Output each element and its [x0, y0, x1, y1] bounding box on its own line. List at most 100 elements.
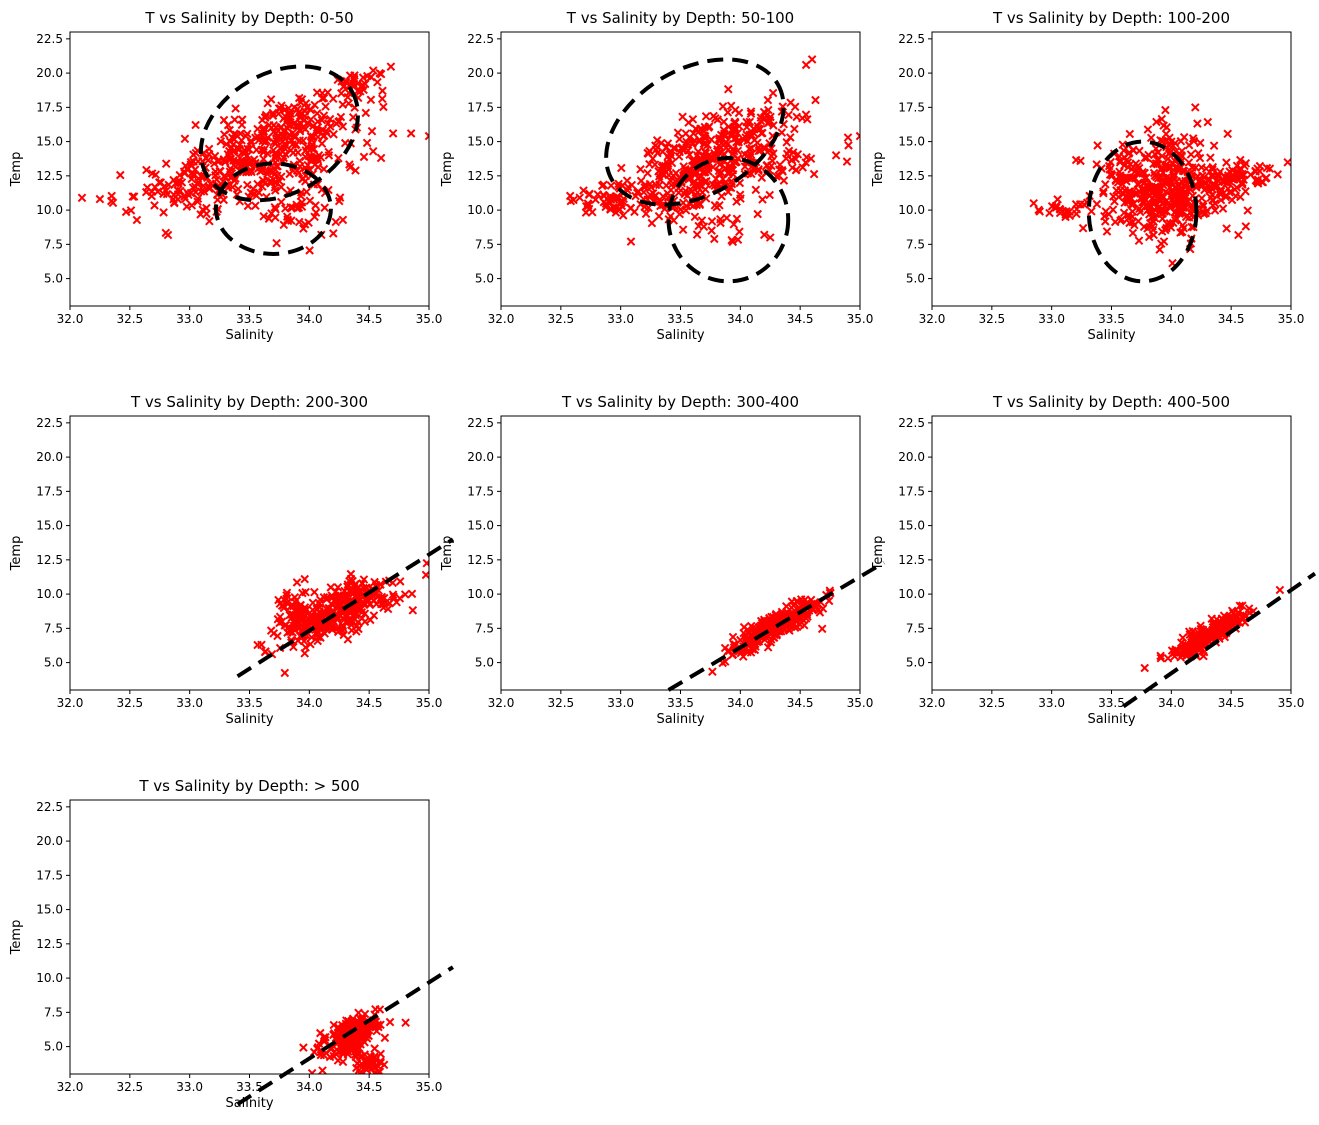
subplot-6: 32.0 32.5 33.0 33.5 34.0 34.5 35.0 5.0 7.5 10.0 12…: [871, 393, 1317, 727]
x-tick-label: 34.5: [356, 1080, 383, 1094]
data-point: [389, 592, 398, 602]
data-point: [1149, 168, 1159, 178]
data-point: [375, 580, 385, 589]
y-tick-label: 10.0: [36, 203, 63, 217]
x-axis-label: Salinity: [656, 712, 704, 727]
y-tick-label: 12.5: [898, 553, 925, 567]
data-point: [231, 104, 240, 113]
data-point: [700, 178, 710, 187]
data-point: [269, 137, 279, 147]
data-point: [566, 196, 576, 206]
data-point: [755, 144, 765, 154]
y-tick-label: 17.5: [467, 100, 494, 114]
data-point: [230, 176, 239, 185]
x-tick-label: 33.5: [667, 312, 694, 326]
data-point: [1165, 141, 1174, 151]
data-point: [244, 145, 254, 154]
data-point: [757, 128, 766, 138]
data-point: [367, 1064, 376, 1074]
data-point: [334, 153, 343, 163]
data-point: [1148, 207, 1158, 217]
data-point: [765, 190, 775, 200]
data-point: [257, 145, 266, 155]
data-point: [1035, 207, 1045, 216]
data-point: [1143, 125, 1153, 134]
data-point: [1178, 220, 1188, 230]
y-tick-label: 22.5: [36, 32, 63, 46]
data-point: [350, 1035, 360, 1045]
chart-title: T vs Salinity by Depth: 100-200: [992, 9, 1230, 27]
data-point: [1105, 165, 1115, 174]
data-point: [242, 180, 252, 190]
data-point: [1152, 117, 1161, 127]
data-point: [1140, 174, 1150, 183]
data-point: [682, 191, 692, 200]
data-point: [376, 153, 386, 163]
data-point: [193, 194, 203, 204]
data-point: [421, 570, 429, 580]
y-tick-label: 12.5: [36, 169, 63, 183]
data-point: [275, 612, 285, 622]
data-point: [700, 146, 710, 156]
data-point: [307, 140, 317, 149]
data-point: [1149, 186, 1159, 196]
data-point: [712, 202, 722, 212]
data-point: [1219, 611, 1229, 621]
data-point: [1241, 222, 1251, 231]
data-point: [1124, 149, 1134, 158]
data-point: [645, 146, 654, 156]
data-point: [1216, 190, 1225, 199]
data-point: [734, 137, 743, 147]
data-point: [678, 112, 687, 122]
data-point: [368, 66, 378, 75]
data-point: [295, 612, 304, 622]
data-point: [276, 172, 286, 182]
y-tick-label: 7.5: [475, 621, 494, 635]
data-point: [746, 169, 756, 179]
subplot-5: 32.0 32.5 33.0 33.5 34.0 34.5 35.0 5.0 7.5 10.0 12…: [440, 393, 885, 727]
data-point: [1223, 129, 1233, 139]
data-point: [301, 587, 310, 597]
data-point: [775, 160, 785, 170]
y-axis-label: Temp: [871, 152, 886, 188]
data-point: [266, 165, 276, 175]
x-tick-label: 34.0: [296, 1080, 323, 1094]
data-point: [351, 166, 360, 175]
y-tick-label: 5.0: [475, 272, 494, 286]
y-tick-label: 10.0: [36, 587, 63, 601]
data-point: [687, 139, 697, 149]
x-tick-label: 34.5: [356, 312, 383, 326]
y-tick-label: 5.0: [906, 272, 925, 286]
data-point: [1237, 180, 1247, 189]
data-point: [213, 156, 222, 166]
x-axis-label: Salinity: [656, 328, 704, 343]
data-point: [336, 88, 346, 98]
data-point: [769, 633, 779, 643]
data-point: [337, 1020, 347, 1030]
data-point: [253, 124, 262, 134]
x-tick-label: 33.5: [236, 696, 263, 710]
data-point: [319, 164, 329, 174]
y-tick-label: 10.0: [36, 971, 63, 985]
y-tick-label: 10.0: [467, 587, 494, 601]
x-tick-label: 33.0: [176, 696, 203, 710]
data-point: [1071, 155, 1081, 165]
data-point: [1173, 163, 1183, 173]
data-point: [77, 193, 87, 203]
data-point: [746, 635, 756, 645]
data-point: [377, 594, 386, 603]
data-point: [273, 631, 282, 641]
axes-frame: [69, 415, 430, 691]
data-point: [242, 129, 252, 139]
data-point: [739, 135, 749, 145]
data-point: [757, 173, 767, 183]
y-tick-label: 17.5: [898, 100, 925, 114]
data-point: [1162, 178, 1172, 188]
data-point: [406, 129, 416, 138]
data-point: [380, 1033, 390, 1043]
data-point: [626, 203, 636, 213]
y-tick-label: 20.0: [36, 450, 63, 464]
y-tick-label: 15.0: [467, 519, 494, 533]
data-point: [264, 214, 274, 224]
data-point: [723, 646, 732, 656]
